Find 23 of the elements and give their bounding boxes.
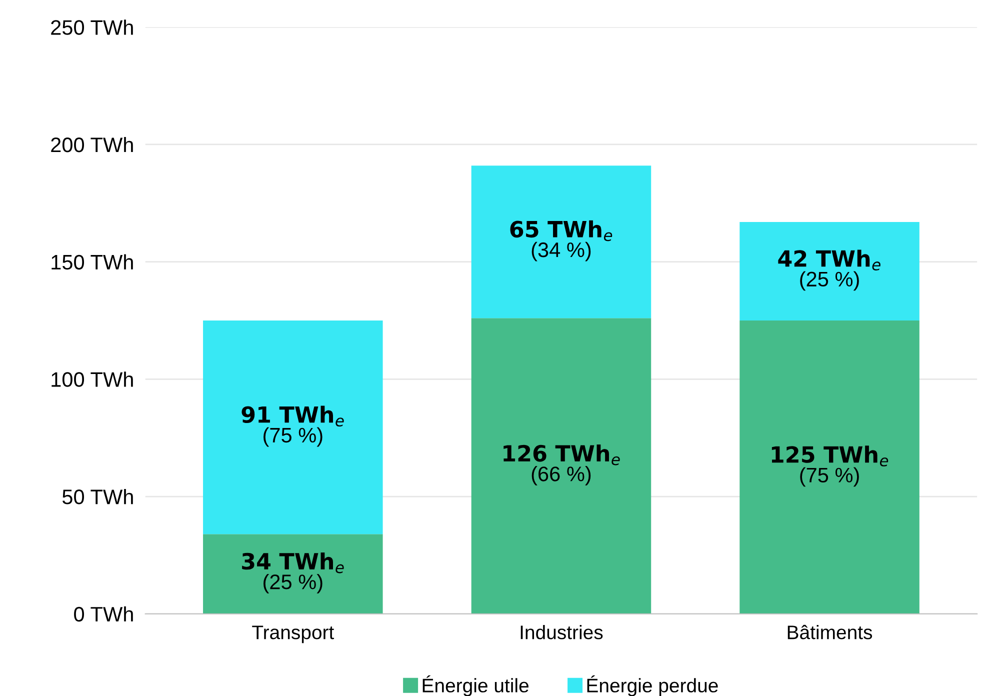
legend-label: Énergie utile: [422, 675, 528, 696]
data-label: 65 TWh$_{e}$ (34 %): [510, 220, 612, 262]
x-tick-label: Industries: [520, 624, 603, 640]
x-tick-label: Transport: [252, 626, 334, 644]
bar: [203, 320, 383, 534]
legend-label: Énergie perdue: [587, 675, 718, 696]
y-tick-label: 0 TWh: [74, 606, 133, 622]
bar: [740, 320, 920, 614]
y-tick-label: 50 TWh: [62, 488, 133, 504]
bar: [471, 318, 652, 614]
y-tick-label: 250 TWh: [51, 20, 133, 35]
bar: [203, 534, 383, 614]
bar: [471, 166, 652, 318]
bar: [740, 222, 920, 321]
data-label: 42 TWh$_{e}$ (25 %): [778, 250, 880, 291]
data-label: 34 TWh$_{e}$ (25 %): [242, 552, 344, 594]
y-tick-label: 200 TWh: [51, 136, 133, 152]
y-tick-label: 100 TWh: [52, 372, 133, 387]
text: 125 TWh$_{e}$ (75 %): [772, 446, 888, 487]
x-tick-label: Bâtiments: [788, 624, 872, 640]
data-label: 91 TWh$_{e}$ (75 %): [242, 406, 344, 447]
y-tick-label: 150 TWh: [52, 254, 133, 270]
text: 126 TWh$_{e}$ (66 %): [504, 444, 620, 486]
